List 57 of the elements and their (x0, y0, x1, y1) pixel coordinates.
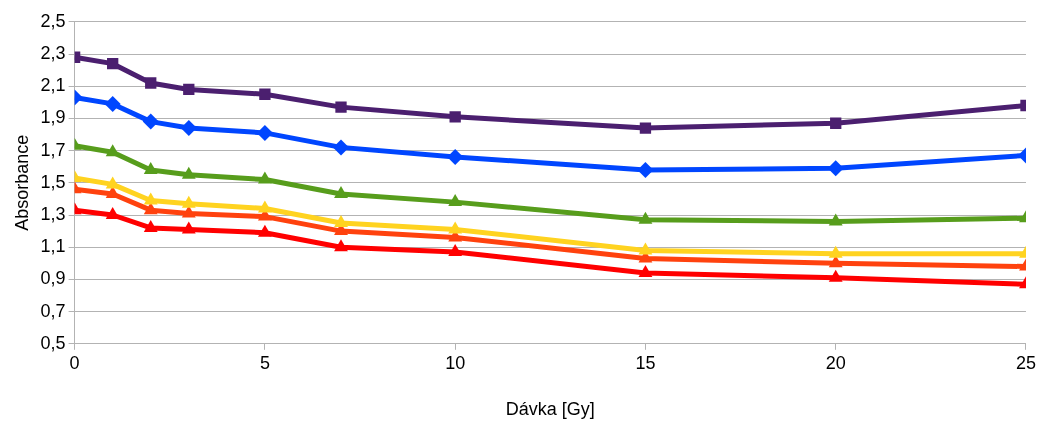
y-tick-label: 1,9 (40, 107, 66, 128)
point (638, 211, 653, 224)
point (334, 186, 348, 199)
x-axis-title: Dávka [Gy] (505, 399, 595, 420)
point (259, 88, 271, 100)
point (639, 122, 652, 134)
point (448, 194, 463, 207)
y-tick-label: 2,5 (40, 10, 66, 31)
y-tick-label: 1,3 (40, 203, 66, 224)
point (448, 221, 463, 234)
y-tick-label: 2,3 (40, 42, 66, 63)
point (827, 160, 844, 177)
x-tick-label: 10 (445, 352, 466, 373)
point (104, 95, 121, 112)
y-tick-label: 2,1 (40, 75, 66, 96)
point (449, 111, 461, 123)
point (828, 255, 843, 268)
point (143, 219, 158, 232)
y-tick-label: 0,7 (40, 300, 66, 321)
x-tick-label: 25 (1015, 352, 1036, 373)
point (181, 166, 196, 179)
point (145, 77, 157, 89)
point (143, 202, 158, 215)
point (448, 244, 463, 257)
point (257, 171, 272, 184)
x-tick-label: 5 (259, 352, 270, 373)
point (335, 101, 347, 113)
x-tick-label: 20 (825, 352, 846, 373)
point (638, 242, 653, 255)
point (828, 269, 843, 282)
point (828, 245, 843, 258)
point (143, 161, 158, 174)
point (257, 224, 272, 237)
x-tick-label: 15 (635, 352, 656, 373)
point (183, 83, 195, 96)
y-tick-label: 1,1 (40, 236, 66, 257)
y-axis-title: Absorbance (11, 134, 32, 231)
y-tick-label: 0,5 (40, 332, 66, 353)
point (257, 200, 272, 213)
point (107, 58, 119, 70)
point (638, 264, 653, 277)
point (333, 139, 350, 156)
point (143, 192, 158, 205)
y-tick-label: 0,9 (40, 268, 66, 289)
y-tick-label: 1,5 (40, 171, 66, 192)
y-tick-label: 1,7 (40, 139, 66, 160)
point (181, 221, 196, 234)
point (142, 113, 159, 130)
point (105, 186, 120, 199)
point (181, 195, 196, 208)
point (334, 215, 348, 228)
point (180, 120, 197, 137)
x-tick-label: 0 (69, 352, 80, 373)
point (334, 239, 348, 252)
point (830, 117, 842, 129)
point (637, 161, 654, 178)
point (828, 213, 843, 226)
